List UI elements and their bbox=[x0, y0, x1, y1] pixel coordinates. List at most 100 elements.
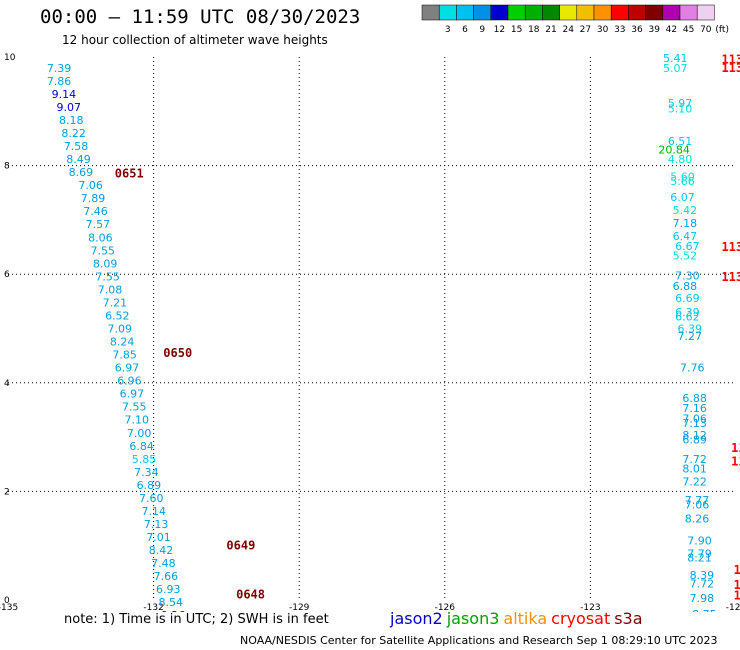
wave-height-value: 9.26 bbox=[161, 609, 186, 612]
wave-height-value: 7.89 bbox=[81, 192, 106, 205]
legend-entry: altika bbox=[503, 609, 548, 628]
wave-height-value: 7.86 bbox=[47, 75, 72, 88]
wave-height-value: 5.07 bbox=[663, 62, 688, 75]
wave-height-value: 7.39 bbox=[47, 62, 72, 75]
wave-height-value: 7.79 bbox=[687, 547, 712, 560]
wave-height-value: 7.08 bbox=[98, 283, 123, 296]
scale-bin-label: 42 bbox=[666, 25, 677, 35]
wave-height-value: 8.24 bbox=[110, 336, 135, 349]
scale-bin-label: 70 bbox=[700, 25, 712, 35]
wave-height-value: 6.69 bbox=[675, 292, 700, 305]
wave-height-value: 6.88 bbox=[682, 392, 707, 405]
x-tick-label: -135 bbox=[0, 603, 18, 612]
wave-height-map: -135-132-129-126-123-12002468107.397.869… bbox=[0, 52, 740, 612]
wave-height-value: 7.48 bbox=[151, 557, 176, 570]
wave-height-value: 7.30 bbox=[675, 269, 700, 282]
wave-height-value: 8.39 bbox=[690, 569, 715, 582]
wave-height-value: 7.10 bbox=[124, 414, 149, 427]
wave-height-value: 7.21 bbox=[103, 296, 128, 309]
wave-height-value: 7.13 bbox=[144, 518, 169, 531]
wave-height-value: 8.75 bbox=[692, 608, 717, 612]
legend-entry: jason2 bbox=[390, 609, 443, 628]
wave-height-value: 7.18 bbox=[673, 217, 698, 230]
wave-height-value: 8.69 bbox=[69, 166, 94, 179]
wave-height-value: 6.89 bbox=[137, 479, 162, 492]
wave-height-value: 8.22 bbox=[61, 127, 86, 140]
wave-height-value: 7.06 bbox=[682, 413, 707, 426]
pass-time-label: 0649 bbox=[226, 539, 255, 553]
wave-height-value: 7.06 bbox=[78, 179, 103, 192]
wave-height-value: 6.39 bbox=[675, 306, 700, 319]
pass-time-label: 0648 bbox=[236, 588, 265, 602]
wave-height-value: 5.97 bbox=[668, 97, 693, 110]
x-tick-label: -126 bbox=[435, 603, 456, 612]
wave-height-value: 8.49 bbox=[66, 153, 91, 166]
wave-height-value: 6.52 bbox=[105, 309, 130, 322]
scale-bin-label: 6 bbox=[462, 25, 468, 35]
wave-height-value: 7.57 bbox=[86, 218, 111, 231]
wave-height-value: 7.85 bbox=[112, 349, 137, 362]
wave-height-value: 5.60 bbox=[670, 170, 695, 183]
pass-time-label: 113 bbox=[731, 455, 740, 469]
pass-time-label: 1133 bbox=[721, 240, 740, 254]
y-tick-label: 2 bbox=[4, 487, 10, 497]
scale-bin-label: 30 bbox=[597, 25, 609, 35]
scale-bin-label: 3 bbox=[445, 25, 451, 35]
wave-height-value: 7.55 bbox=[91, 244, 116, 257]
y-tick-label: 0 bbox=[4, 596, 10, 606]
wave-height-value: 8.26 bbox=[685, 513, 710, 526]
wave-height-value: 7.06 bbox=[685, 498, 710, 511]
wave-height-value: 5.10 bbox=[668, 103, 693, 116]
pass-time-label: 11 bbox=[734, 578, 740, 592]
pass-time-label: 0650 bbox=[163, 346, 192, 360]
wave-height-value: 5.41 bbox=[663, 52, 688, 65]
wave-height-value: 6.93 bbox=[156, 583, 181, 596]
wave-height-value: 7.72 bbox=[690, 578, 715, 591]
wave-height-value: 7.77 bbox=[685, 494, 710, 507]
wave-height-value: 7.34 bbox=[134, 466, 159, 479]
wave-height-value: 6.96 bbox=[117, 375, 142, 388]
pass-time-label: 1134 bbox=[721, 61, 740, 75]
pass-time-label: 1133 bbox=[721, 270, 740, 284]
wave-height-value: 7.98 bbox=[690, 592, 715, 605]
legend-entry: cryosat bbox=[551, 609, 611, 628]
page-title: 00:00 – 11:59 UTC 08/30/2023 bbox=[40, 6, 361, 28]
y-tick-label: 4 bbox=[4, 379, 10, 389]
wave-height-value: 5.42 bbox=[673, 204, 698, 217]
wave-height-value: 5.52 bbox=[673, 250, 698, 263]
x-tick-label: -129 bbox=[289, 603, 310, 612]
wave-height-value: 7.22 bbox=[682, 476, 707, 489]
page-subtitle: 12 hour collection of altimeter wave hei… bbox=[62, 33, 328, 47]
satellite-legend: jason2 jason3 altika cryosat s3a bbox=[390, 609, 647, 628]
wave-height-value: 6.89 bbox=[682, 433, 707, 446]
wave-height-value: 7.58 bbox=[64, 140, 89, 153]
wave-height-value: 4.80 bbox=[668, 153, 693, 166]
legend-entry: jason3 bbox=[446, 609, 500, 628]
wave-height-value: 7.01 bbox=[146, 531, 171, 544]
footnote: note: 1) Time is in UTC; 2) SWH is in fe… bbox=[64, 612, 329, 627]
wave-height-value: 6.62 bbox=[675, 311, 700, 324]
wave-height-value: 5.85 bbox=[132, 453, 157, 466]
scale-unit: (ft) bbox=[715, 25, 729, 35]
wave-height-value: 8.18 bbox=[59, 114, 84, 127]
y-tick-label: 10 bbox=[4, 53, 16, 63]
wave-height-value: 8.21 bbox=[687, 552, 712, 565]
scale-bin-label: 24 bbox=[562, 25, 574, 35]
wave-height-value: 9.07 bbox=[57, 101, 82, 114]
wave-height-value: 7.16 bbox=[682, 402, 707, 415]
color-scale-bar: 3 6 9 12 15 18 21 24 27 30 33 36 39 42 45 70 (ft) bbox=[421, 4, 729, 35]
wave-height-value: 5.66 bbox=[670, 175, 695, 188]
wave-height-value: 7.13 bbox=[682, 417, 707, 430]
scale-bin-label: 45 bbox=[683, 25, 694, 35]
scale-bin-label: 39 bbox=[648, 25, 660, 35]
wave-height-value: 6.67 bbox=[675, 240, 700, 253]
wave-height-value: 9.14 bbox=[52, 88, 77, 101]
scale-bin-label: 9 bbox=[479, 25, 485, 35]
wave-height-value: 6.88 bbox=[673, 280, 698, 293]
wave-height-value: 6.97 bbox=[120, 388, 145, 401]
x-tick-label: -132 bbox=[143, 603, 163, 612]
scale-bin-label: 12 bbox=[494, 25, 505, 35]
wave-height-value: 7.55 bbox=[95, 270, 120, 283]
wave-height-value: 6.51 bbox=[668, 135, 693, 148]
wave-height-value: 7.60 bbox=[139, 492, 164, 505]
